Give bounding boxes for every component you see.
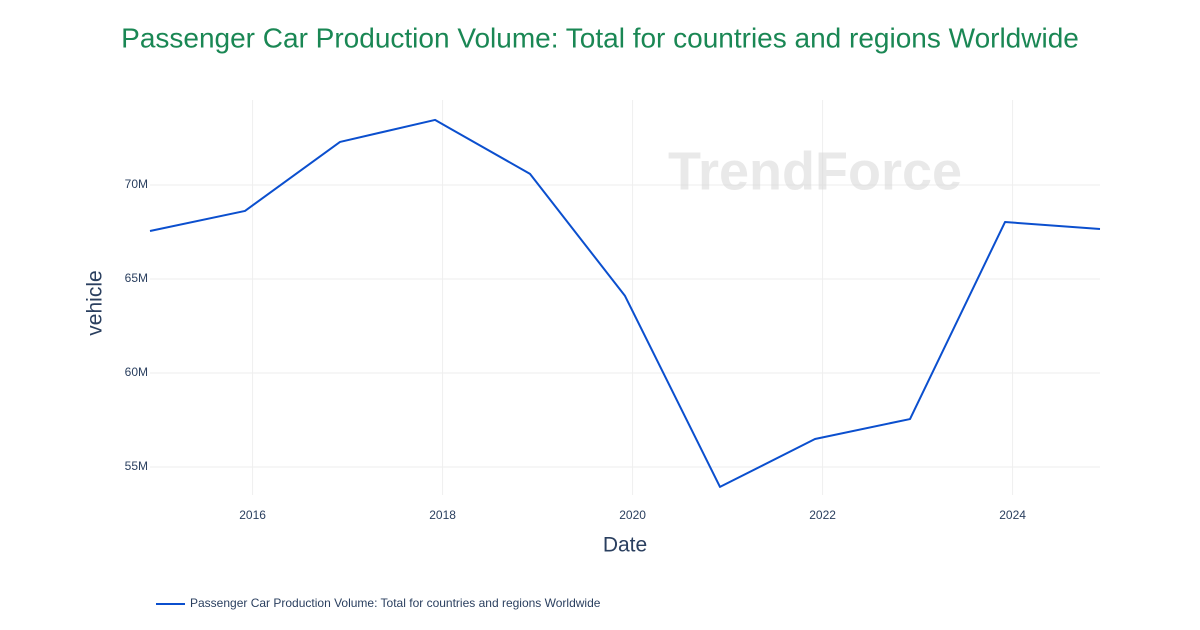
x-tick-label: 2016 <box>239 508 266 522</box>
x-tick-label: 2022 <box>809 508 836 522</box>
watermark: TrendForce <box>668 141 962 201</box>
y-tick-label: 60M <box>125 365 148 379</box>
chart-title: Passenger Car Production Volume: Total f… <box>121 22 1079 53</box>
x-axis-title: Date <box>603 534 647 557</box>
y-tick-label: 70M <box>125 177 148 191</box>
y-axis-title: vehicle <box>84 270 107 335</box>
x-tick-label: 2018 <box>429 508 456 522</box>
legend-label: Passenger Car Production Volume: Total f… <box>190 596 601 610</box>
y-tick-label: 55M <box>125 459 148 473</box>
x-tick-label: 2024 <box>999 508 1026 522</box>
line-series <box>149 118 1101 488</box>
x-tick-label: 2020 <box>619 508 646 522</box>
y-tick-label: 65M <box>125 271 148 285</box>
grid <box>150 100 1100 495</box>
